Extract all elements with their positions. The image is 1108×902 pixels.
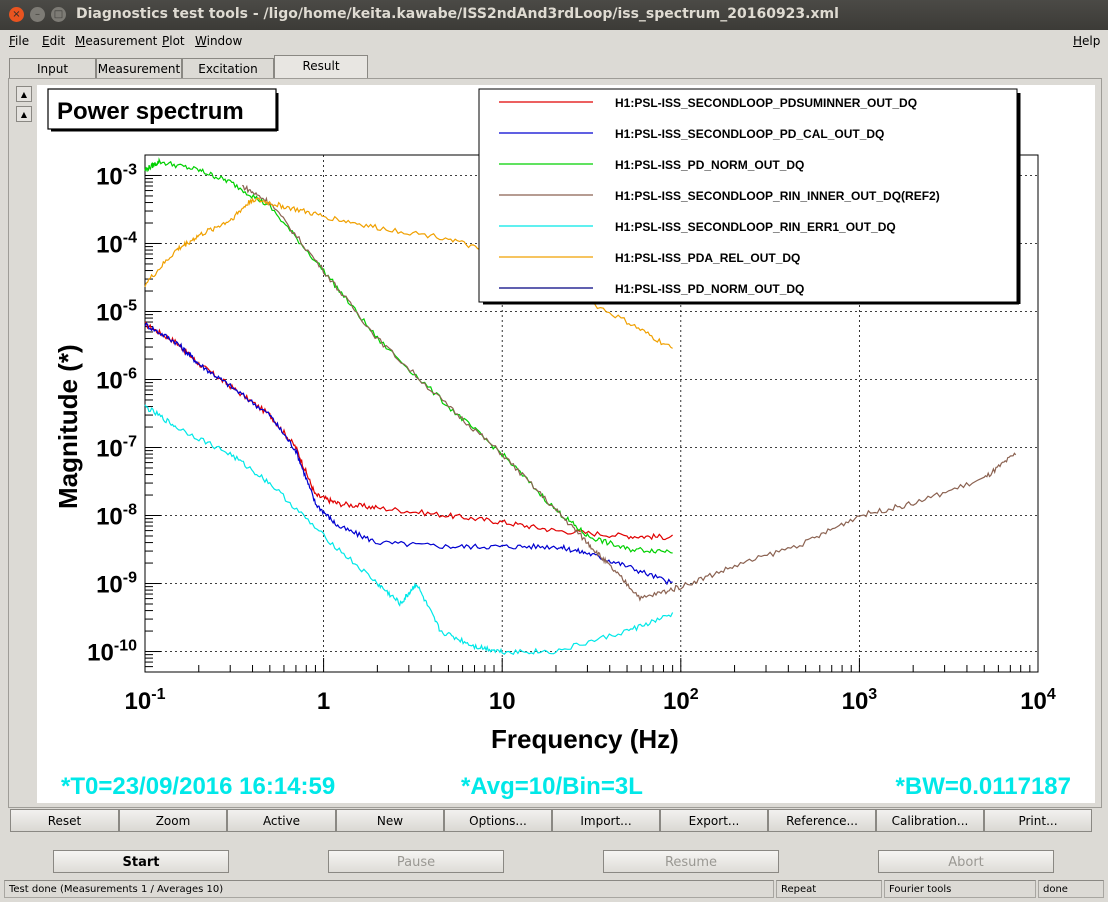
legend-entry-label: H1:PSL-ISS_SECONDLOOP_PDSUMINNER_OUT_DQ xyxy=(615,96,917,110)
close-icon[interactable]: × xyxy=(9,7,24,22)
pause-button[interactable]: Pause xyxy=(328,850,504,873)
resume-button[interactable]: Resume xyxy=(603,850,779,873)
start-button[interactable]: Start xyxy=(53,850,229,873)
legend-entry-label: H1:PSL-ISS_PD_NORM_OUT_DQ xyxy=(615,158,804,172)
y-tick-label: 10-5 xyxy=(96,297,137,326)
series-line xyxy=(144,321,673,541)
y-tick-label: 10-7 xyxy=(96,434,137,463)
x-tick-label: 102 xyxy=(663,686,699,715)
print-button[interactable]: Print... xyxy=(984,809,1092,832)
status-repeat: Repeat xyxy=(776,880,882,898)
maximize-icon[interactable]: □ xyxy=(51,7,66,22)
minimize-icon[interactable]: – xyxy=(30,7,45,22)
menu-bar: File Edit Measurement Plot Window Help xyxy=(0,30,1108,52)
series-line xyxy=(144,404,674,655)
x-tick-label: 1 xyxy=(317,688,330,715)
tick-labels: 10-1 1 10 102 103 104 10-3 10-4 10-5 10-6 10-7 10-8… xyxy=(87,161,1056,715)
series-line xyxy=(242,184,1017,602)
x-tick-label: 10 xyxy=(489,688,516,715)
y-tick-label: 10-6 xyxy=(96,365,137,394)
legend-entry-label: H1:PSL-ISS_SECONDLOOP_RIN_INNER_OUT_DQ(R… xyxy=(615,189,940,203)
tab-measurement[interactable]: Measurement xyxy=(96,58,182,78)
y-tick-label: 10-4 xyxy=(96,229,137,258)
legend: H1:PSL-ISS_SECONDLOOP_PDSUMINNER_OUT_DQ H… xyxy=(478,88,1021,305)
reference-button[interactable]: Reference... xyxy=(768,809,876,832)
import-button[interactable]: Import... xyxy=(552,809,660,832)
plot-button-row: Reset Zoom Active New Options... Import.… xyxy=(10,809,1096,833)
x-tick-label: 103 xyxy=(842,686,878,715)
title-box xyxy=(47,88,277,130)
y-axis-label: Magnitude (*) xyxy=(53,344,83,509)
series-line xyxy=(144,322,673,586)
window-title: Diagnostics test tools - /ligo/home/keit… xyxy=(76,6,839,22)
export-button[interactable]: Export... xyxy=(660,809,768,832)
y-tick-label: 10-9 xyxy=(96,570,137,599)
y-tick-label: 10-10 xyxy=(87,638,137,667)
legend-entry-label: H1:PSL-ISS_SECONDLOOP_RIN_ERR1_OUT_DQ xyxy=(615,220,896,234)
scroll-down-icon[interactable]: ▲ xyxy=(16,106,32,122)
power-spectrum-chart[interactable]: 10-1 1 10 102 103 104 10-3 10-4 10-5 10-6 10-7 10-8… xyxy=(37,85,1095,803)
x-tick-label: 104 xyxy=(1020,686,1056,715)
menu-edit[interactable]: Edit xyxy=(42,34,66,48)
chart-title: Power spectrum xyxy=(57,98,244,125)
new-button[interactable]: New xyxy=(336,809,444,832)
y-tick-label: 10-8 xyxy=(96,502,137,531)
footer-avg: *Avg=10/Bin=3L xyxy=(461,773,643,800)
menu-measurement[interactable]: Measurement xyxy=(75,34,158,48)
active-button[interactable]: Active xyxy=(227,809,336,832)
legend-entry-label: H1:PSL-ISS_PD_NORM_OUT_DQ xyxy=(615,282,804,296)
status-bar: Test done (Measurements 1 / Averages 10)… xyxy=(0,879,1108,899)
tab-excitation[interactable]: Excitation xyxy=(182,58,274,78)
calibration-button[interactable]: Calibration... xyxy=(876,809,984,832)
legend-entry-label: H1:PSL-ISS_PDA_REL_OUT_DQ xyxy=(615,251,800,265)
legend-entry-label: H1:PSL-ISS_SECONDLOOP_PD_CAL_OUT_DQ xyxy=(615,127,884,141)
reset-button[interactable]: Reset xyxy=(10,809,119,832)
tab-bar: Input Measurement Excitation Result xyxy=(0,52,1108,79)
y-tick-label: 10-3 xyxy=(96,161,137,190)
tab-input[interactable]: Input xyxy=(9,58,96,78)
status-state: done xyxy=(1038,880,1104,898)
control-row: Start Pause Resume Abort xyxy=(0,848,1108,876)
series-line xyxy=(144,157,673,554)
status-message: Test done (Measurements 1 / Averages 10) xyxy=(4,880,774,898)
x-tick-label: 10-1 xyxy=(125,686,166,715)
tab-result[interactable]: Result xyxy=(274,55,368,79)
options-button[interactable]: Options... xyxy=(444,809,552,832)
menu-window[interactable]: Window xyxy=(195,34,243,48)
scroll-up-icon[interactable]: ▲ xyxy=(16,86,32,102)
abort-button[interactable]: Abort xyxy=(878,850,1054,873)
footer-t0: *T0=23/09/2016 16:14:59 xyxy=(61,773,335,800)
status-tool: Fourier tools xyxy=(884,880,1036,898)
menu-plot[interactable]: Plot xyxy=(162,34,185,48)
x-axis-label: Frequency (Hz) xyxy=(491,724,679,754)
footer-bw: *BW=0.0117187 xyxy=(896,773,1071,800)
menu-help[interactable]: Help xyxy=(1073,34,1101,48)
series-lines xyxy=(144,157,1017,655)
zoom-button[interactable]: Zoom xyxy=(119,809,227,832)
window-titlebar: × – □ Diagnostics test tools - /ligo/hom… xyxy=(0,0,1108,30)
menu-file[interactable]: File xyxy=(9,34,30,48)
